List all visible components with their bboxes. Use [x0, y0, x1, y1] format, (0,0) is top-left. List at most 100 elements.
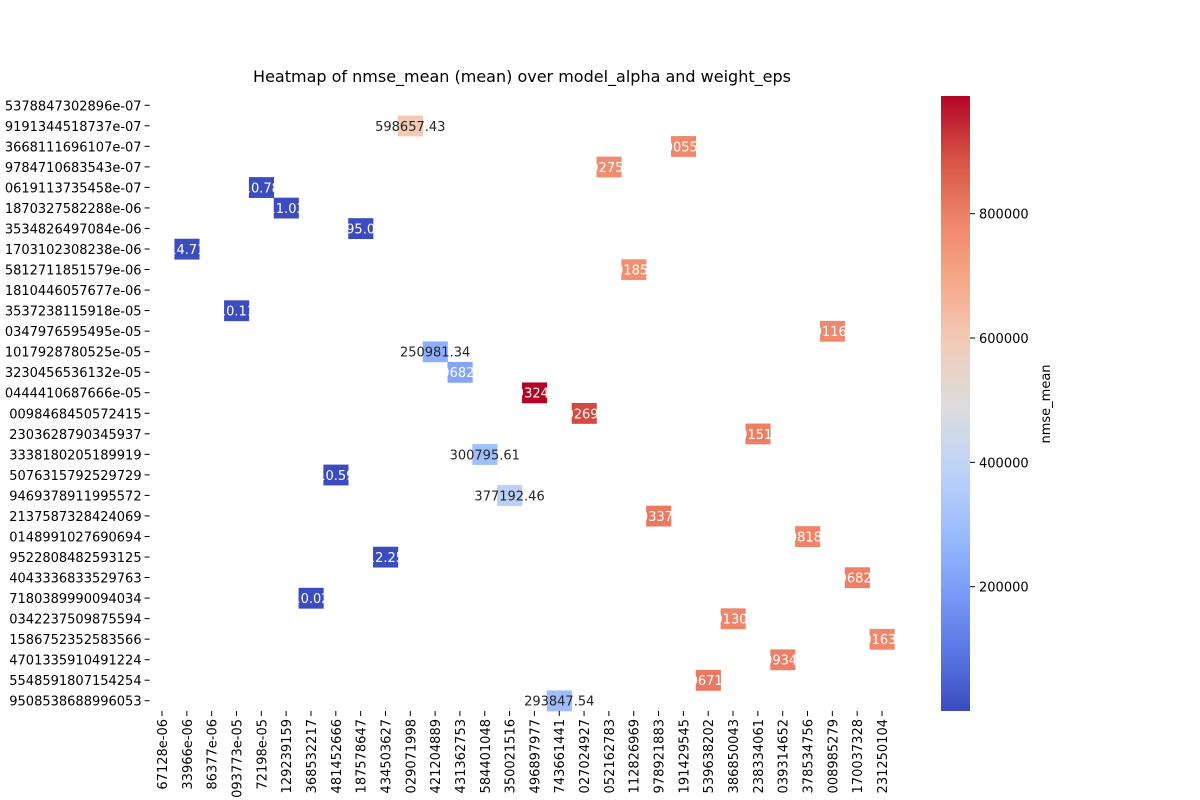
y-tick-label: 2137587328424069 [9, 510, 141, 525]
cell-label: 780116.53 [797, 325, 867, 340]
cell-label: 10.02 [292, 592, 329, 607]
cell-label: 790130.36 [698, 613, 768, 628]
heatmap-cell [844, 567, 870, 589]
heatmap-cell [745, 423, 771, 445]
heatmap-cell [422, 341, 448, 363]
cell-label: 300795.61 [450, 448, 520, 463]
y-tick-label: 9522808482593125 [9, 551, 141, 566]
x-tick-label: 496897977 [528, 719, 543, 793]
x-tick-label: 72198e-05 [255, 719, 270, 790]
y-tick-label: 9191344518737e-07 [5, 120, 142, 135]
heatmap-cell [869, 628, 895, 650]
cell-label: 800934.16 [748, 654, 818, 669]
x-tick-label: 67128e-06 [156, 719, 171, 790]
colorbar-label: nmse_mean [1039, 364, 1054, 443]
y-tick-label: 0342237509875594 [9, 613, 141, 628]
heatmap-cell [174, 238, 200, 260]
cell-label: 293847.54 [524, 695, 594, 710]
heatmap-cell [497, 485, 523, 506]
heatmap-cell [770, 649, 796, 671]
x-tick-label: 481452666 [330, 719, 345, 793]
heatmap-cell [224, 300, 250, 322]
x-tick-label: 039314652 [777, 719, 792, 793]
x-tick-label: 743661441 [553, 719, 568, 793]
x-tick-label: 434503627 [379, 719, 394, 793]
y-tick-label: 5548591807154254 [9, 674, 141, 689]
cell-label: 810337.24 [623, 510, 693, 525]
x-tick-label: 231250104 [876, 719, 891, 793]
cell-label: 11.03 [268, 202, 305, 217]
heatmap-cell [596, 156, 622, 178]
x-tick-label: 052162783 [603, 719, 618, 793]
y-tick-label: 9508538688996053 [9, 695, 141, 710]
x-tick-label: 378534756 [802, 719, 817, 793]
cell-label: 10.11 [218, 305, 255, 320]
heatmap-cell [819, 320, 846, 342]
heatmap-cell [373, 546, 399, 568]
y-tick-label: 1810446057677e-06 [5, 284, 142, 299]
y-tick-label: 4043336833529763 [9, 572, 141, 587]
heatmap-cell [795, 526, 821, 548]
cell-label: 220682.11 [425, 366, 495, 381]
y-tick-label: 3230456536132e-05 [5, 366, 142, 381]
x-tick-label: 33966e-06 [181, 719, 196, 790]
cell-label: 377192.46 [474, 489, 544, 504]
cell-label: 780055.21 [648, 140, 718, 155]
x-tick-label: 129239159 [280, 719, 295, 793]
y-tick-label: 1870327582288e-06 [5, 202, 142, 217]
cell-label: 12.25 [367, 551, 404, 566]
cell-label: 195.04 [338, 222, 384, 237]
cell-label: 780163.48 [847, 633, 917, 648]
cell-label: 800682.94 [822, 572, 892, 587]
cell-label: 790818.07 [772, 530, 842, 545]
heatmap-cell [298, 587, 324, 609]
y-tick-label: 5076315792529729 [9, 469, 141, 484]
x-tick-label: 431362753 [454, 719, 469, 793]
x-tick-label: 008985279 [826, 719, 841, 793]
y-tick-label: 3534826497084e-06 [5, 222, 142, 237]
x-tick-label: 539638202 [702, 719, 717, 793]
y-tick-label: 5812711851579e-06 [5, 264, 142, 279]
y-tick-label: 3537238115918e-05 [5, 305, 142, 320]
y-tick-label: 3338180205189919 [9, 448, 141, 463]
heatmap-cell [397, 115, 423, 137]
x-tick-label: 238334061 [752, 719, 767, 793]
heatmap-cell [720, 608, 746, 630]
cell-label: 10.59 [317, 469, 354, 484]
y-tick-label: 0148991027690694 [9, 530, 141, 545]
heatmap-cell [695, 669, 721, 691]
chart-title: Heatmap of nmse_mean (mean) over model_a… [253, 67, 791, 87]
cell-label: 810671.53 [673, 674, 743, 689]
cell-label: 250981.34 [400, 346, 470, 361]
heatmap-cell [621, 259, 647, 281]
heatmap-cell [273, 197, 299, 219]
heatmap-cell [323, 464, 349, 486]
x-tick-label: 86377e-06 [206, 719, 221, 790]
heatmap-cell [472, 444, 498, 465]
x-tick-label: 093773e-05 [230, 719, 245, 798]
heatmap-cell [670, 136, 697, 157]
x-tick-label: 029071998 [404, 719, 419, 793]
heatmap-cell [571, 403, 597, 424]
x-tick-label: 368532217 [305, 719, 320, 793]
x-tick-label: 027024927 [578, 719, 593, 793]
heatmap-cell [248, 177, 275, 198]
colorbar-tick-label: 600000 [979, 332, 1029, 347]
y-tick-label: 0444410687666e-05 [5, 387, 142, 402]
heatmap-cell [646, 505, 672, 527]
cell-label: 989324.77 [499, 387, 569, 402]
cell-label: 14.71 [168, 243, 205, 258]
heatmap-cell [348, 218, 374, 240]
x-tick-label: 421204889 [429, 719, 444, 793]
colorbar-tick-label: 800000 [979, 208, 1029, 223]
y-tick-label: 2303628790345937 [9, 428, 141, 443]
x-tick-label: 978921883 [653, 719, 668, 793]
x-tick-label: 350021516 [504, 719, 519, 793]
heatmap-cell [546, 690, 572, 712]
y-tick-label: 1017928780525e-05 [5, 346, 142, 361]
y-tick-label: 1703102308238e-06 [5, 243, 142, 258]
cell-label: 770275.36 [574, 161, 644, 176]
colorbar [941, 96, 970, 711]
cell-label: 800151.83 [723, 428, 793, 443]
cell-label: 10.78 [243, 181, 280, 196]
